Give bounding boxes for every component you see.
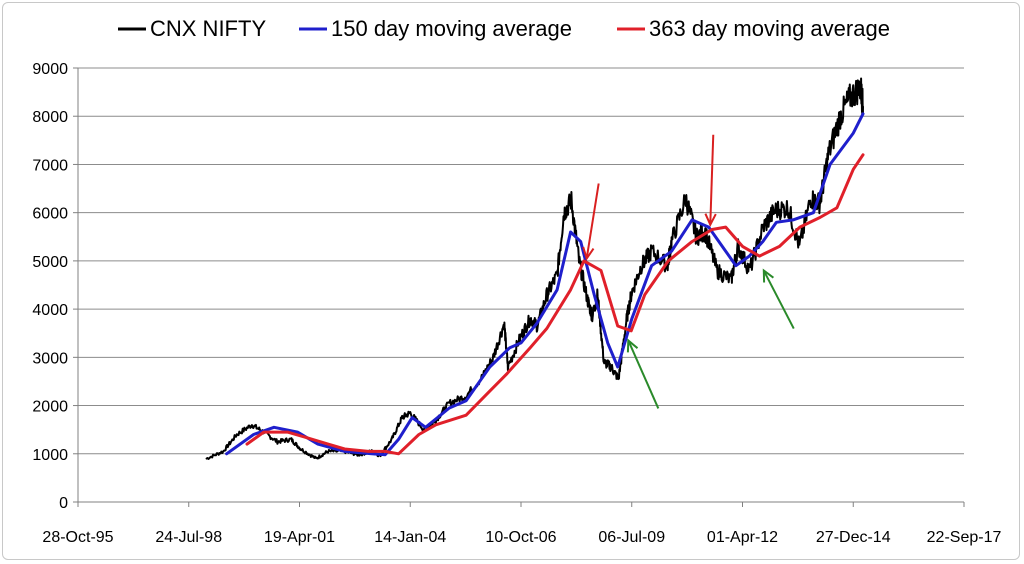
series-363-day-ma <box>245 153 865 456</box>
arrow-shaft <box>585 183 600 259</box>
annotation-arrow-red <box>582 183 600 261</box>
y-tick-label: 9000 <box>32 61 68 78</box>
legend-label-ma150: 150 day moving average <box>331 16 572 41</box>
annotation-arrow-green <box>626 338 660 409</box>
x-tick-label: 10-Oct-06 <box>485 529 556 546</box>
y-tick-label: 3000 <box>32 350 68 367</box>
annotation-arrow-red <box>704 134 717 228</box>
annotation-arrow-green <box>762 268 795 329</box>
y-tick-label: 0 <box>59 495 68 512</box>
x-tick-label: 01-Apr-12 <box>707 529 778 546</box>
legend-label-nifty: CNX NIFTY <box>150 16 266 41</box>
y-tick-label: 2000 <box>32 399 68 416</box>
arrow-head <box>762 268 775 283</box>
x-tick-label: 06-Jul-09 <box>598 529 665 546</box>
x-tick-labels: 28-Oct-95 24-Jul-98 19-Apr-01 14-Jan-04 10-O… <box>42 529 1001 546</box>
arrow-shaft <box>709 134 715 225</box>
arrow-head <box>704 213 717 228</box>
grid-lines <box>73 67 964 503</box>
x-tick-label: 24-Jul-98 <box>155 529 222 546</box>
arrow-shaft <box>762 270 795 329</box>
axes <box>77 68 965 507</box>
y-tick-label: 4000 <box>32 302 68 319</box>
data-series <box>205 77 865 460</box>
series-150-day-ma <box>225 112 865 457</box>
series-cnx-nifty <box>205 77 864 460</box>
arrow-shaft <box>627 340 660 409</box>
y-tick-label: 5000 <box>32 254 68 271</box>
y-tick-label: 6000 <box>32 206 68 223</box>
y-tick-label: 1000 <box>32 447 68 464</box>
legend-label-ma363: 363 day moving average <box>649 16 890 41</box>
x-tick-label: 28-Oct-95 <box>42 529 113 546</box>
y-tick-label: 8000 <box>32 109 68 126</box>
arrow-head <box>626 338 639 353</box>
y-tick-label: 7000 <box>32 157 68 174</box>
arrow-head <box>582 246 595 261</box>
x-tick-label: 14-Jan-04 <box>374 529 446 546</box>
y-tick-labels: 0 1000 2000 3000 4000 5000 6000 7000 8000 9000 <box>32 61 68 512</box>
x-tick-label: 27-Dec-14 <box>816 529 891 546</box>
annotation-arrows <box>582 134 795 409</box>
legend: CNX NIFTY 150 day moving average 363 day… <box>118 16 890 41</box>
x-tick-label: 22-Sep-17 <box>927 529 1002 546</box>
x-tick-label: 19-Apr-01 <box>264 529 335 546</box>
